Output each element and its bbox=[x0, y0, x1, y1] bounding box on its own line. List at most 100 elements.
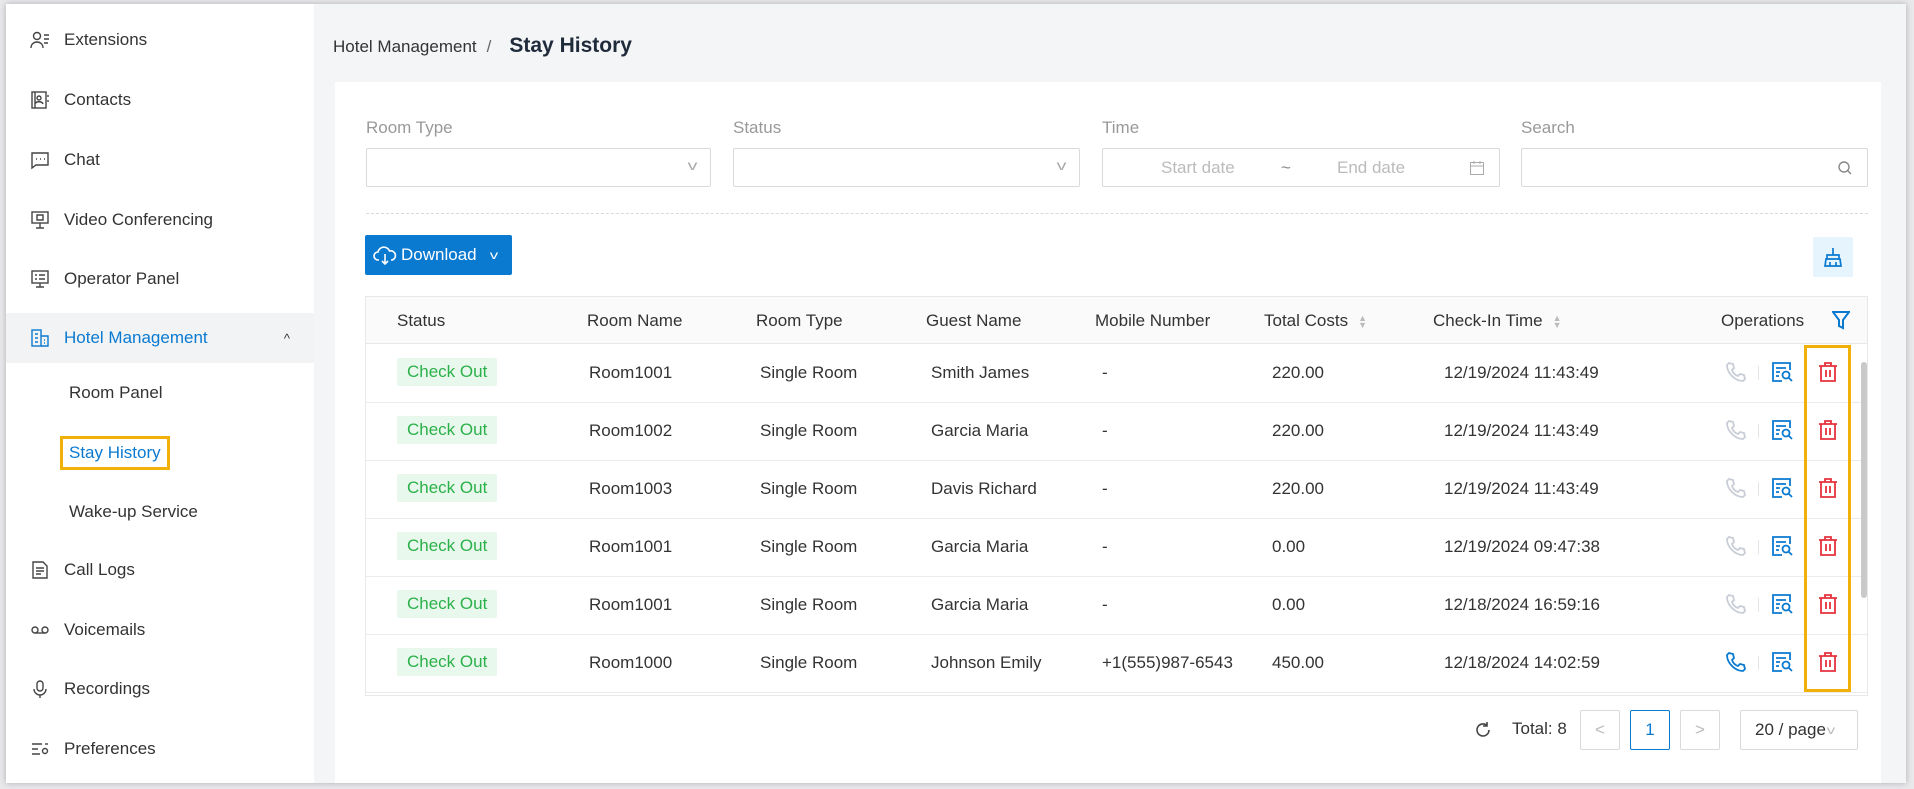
sidebar-item-label: Call Logs bbox=[64, 560, 135, 579]
download-label: Download bbox=[401, 245, 477, 264]
user-list-icon bbox=[30, 30, 50, 50]
total-costs-cell: 450.00 bbox=[1272, 653, 1324, 672]
page-title: Stay History bbox=[509, 34, 632, 57]
sidebar-item-extensions[interactable]: Extensions bbox=[6, 15, 314, 65]
chat-icon bbox=[30, 150, 50, 170]
view-details-icon[interactable] bbox=[1770, 592, 1794, 616]
document-icon bbox=[30, 560, 50, 580]
microphone-icon bbox=[30, 679, 50, 699]
calendar-icon bbox=[1470, 161, 1484, 175]
room-name-cell: Room1002 bbox=[589, 421, 673, 440]
column-room-name: Room Name bbox=[587, 311, 683, 330]
sidebar-item-chat[interactable]: Chat bbox=[6, 135, 314, 185]
view-details-icon[interactable] bbox=[1770, 360, 1794, 384]
sidebar-item-label: Extensions bbox=[64, 30, 148, 49]
sidebar-item-call-logs[interactable]: Call Logs bbox=[6, 545, 314, 595]
total-count: Total: 8 bbox=[1512, 719, 1567, 738]
guest-name-cell: Johnson Emily bbox=[931, 653, 1042, 672]
voicemail-icon bbox=[30, 620, 50, 640]
room-type-cell: Single Room bbox=[760, 595, 858, 614]
sort-icon[interactable]: ▲ ▼ bbox=[1358, 312, 1368, 330]
settings-list-icon bbox=[30, 739, 50, 759]
sidebar-item-label: Voicemails bbox=[64, 620, 146, 639]
sidebar-item-hotel-management[interactable]: Hotel Management ^ bbox=[6, 313, 314, 363]
room-name-cell: Room1001 bbox=[589, 363, 673, 382]
sidebar-item-label: Chat bbox=[64, 150, 100, 169]
phone-icon[interactable] bbox=[1724, 534, 1748, 558]
column-check-in-time[interactable]: Check-In Time ▲ ▼ bbox=[1433, 311, 1562, 331]
delete-icon[interactable] bbox=[1816, 534, 1840, 558]
sidebar-item-label: Operator Panel bbox=[64, 269, 180, 288]
page-1-button[interactable]: 1 bbox=[1630, 710, 1670, 750]
total-costs-cell: 220.00 bbox=[1272, 421, 1324, 440]
sidebar-item-operator-panel[interactable]: Operator Panel bbox=[6, 254, 314, 304]
sidebar-item-recordings[interactable]: Recordings bbox=[6, 664, 314, 714]
sort-icon[interactable]: ▲ ▼ bbox=[1552, 312, 1562, 330]
sidebar-item-wake-up-service[interactable]: Wake-up Service bbox=[6, 487, 314, 537]
phone-icon[interactable] bbox=[1724, 418, 1748, 442]
room-type-cell: Single Room bbox=[760, 363, 858, 382]
prev-page-button[interactable]: < bbox=[1580, 710, 1620, 750]
room-type-label: Room Type bbox=[366, 118, 453, 137]
sidebar-item-video-conferencing[interactable]: Video Conferencing bbox=[6, 195, 314, 245]
column-total-costs[interactable]: Total Costs ▲ ▼ bbox=[1264, 311, 1367, 331]
filter-icon[interactable] bbox=[1832, 310, 1850, 330]
search-input[interactable] bbox=[1521, 148, 1868, 187]
sidebar-item-voicemails[interactable]: Voicemails bbox=[6, 605, 314, 655]
view-details-icon[interactable] bbox=[1770, 418, 1794, 442]
status-select[interactable]: v bbox=[733, 148, 1080, 187]
stay-history-table: Status Room Name Room Type Guest Name Mo… bbox=[365, 296, 1868, 696]
sidebar-item-preferences[interactable]: Preferences bbox=[6, 724, 314, 774]
guest-name-cell: Davis Richard bbox=[931, 479, 1037, 498]
view-details-icon[interactable] bbox=[1770, 476, 1794, 500]
monitor-panel-icon bbox=[30, 269, 50, 289]
delete-icon[interactable] bbox=[1816, 360, 1840, 384]
phone-icon[interactable] bbox=[1724, 592, 1748, 616]
view-details-icon[interactable] bbox=[1770, 534, 1794, 558]
divider bbox=[1758, 540, 1759, 554]
total-costs-cell: 220.00 bbox=[1272, 363, 1324, 382]
page-size-select[interactable]: 20 / page v bbox=[1740, 710, 1858, 750]
mobile-number-cell: - bbox=[1102, 421, 1108, 440]
view-details-icon[interactable] bbox=[1770, 650, 1794, 674]
phone-icon[interactable] bbox=[1724, 476, 1748, 500]
column-mobile-number: Mobile Number bbox=[1095, 311, 1211, 330]
chevron-left-icon: < bbox=[1595, 720, 1605, 739]
status-label: Status bbox=[733, 118, 782, 137]
column-room-type: Room Type bbox=[756, 311, 843, 330]
sidebar-item-label: Contacts bbox=[64, 90, 132, 109]
start-date-input[interactable]: Start date bbox=[1161, 158, 1235, 177]
time-range-picker[interactable]: Start date ~ End date bbox=[1102, 148, 1500, 187]
delete-icon[interactable] bbox=[1816, 592, 1840, 616]
room-name-cell: Room1000 bbox=[589, 653, 673, 672]
chevron-up-icon[interactable]: ^ bbox=[283, 330, 290, 346]
sidebar-item-room-panel[interactable]: Room Panel bbox=[6, 368, 314, 418]
refresh-icon[interactable] bbox=[1473, 720, 1493, 740]
phone-icon[interactable] bbox=[1724, 650, 1748, 674]
delete-icon[interactable] bbox=[1816, 418, 1840, 442]
download-button[interactable]: Download v bbox=[365, 235, 512, 275]
table-row: Check Out Room1001 Single Room Garcia Ma… bbox=[366, 518, 1867, 577]
presentation-icon bbox=[30, 210, 50, 230]
building-icon bbox=[30, 328, 50, 348]
delete-icon[interactable] bbox=[1816, 476, 1840, 500]
sidebar-item-stay-history[interactable]: Stay History bbox=[6, 428, 314, 478]
table-row: Check Out Room1001 Single Room Smith Jam… bbox=[366, 344, 1867, 403]
mobile-number-cell: +1(555)987-6543 bbox=[1102, 653, 1233, 672]
delete-icon[interactable] bbox=[1816, 650, 1840, 674]
clear-filters-button[interactable] bbox=[1813, 237, 1853, 277]
breadcrumb-parent[interactable]: Hotel Management bbox=[333, 37, 477, 56]
status-badge: Check Out bbox=[397, 648, 498, 676]
search-icon bbox=[1838, 161, 1852, 175]
divider bbox=[1758, 424, 1759, 438]
room-type-select[interactable]: v bbox=[366, 148, 711, 187]
end-date-input[interactable]: End date bbox=[1337, 158, 1406, 177]
next-page-button[interactable]: > bbox=[1680, 710, 1720, 750]
table-row: Check Out Room1001 Single Room Garcia Ma… bbox=[366, 576, 1867, 635]
breadcrumb: Hotel Management / Stay History bbox=[333, 34, 632, 58]
column-status: Status bbox=[397, 311, 446, 330]
sidebar-item-contacts[interactable]: Contacts bbox=[6, 75, 314, 125]
table-row: Check Out Room1002 Single Room Garcia Ma… bbox=[366, 402, 1867, 461]
table-scrollbar[interactable] bbox=[1861, 362, 1867, 598]
phone-icon[interactable] bbox=[1724, 360, 1748, 384]
